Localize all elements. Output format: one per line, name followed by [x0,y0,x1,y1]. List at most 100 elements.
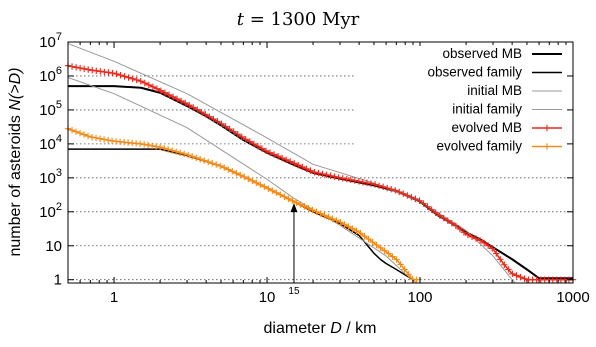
series-observed-mb [68,85,573,280]
series-marker-evolved-family-56 [289,197,296,204]
series-marker-evolved-family-34 [201,157,208,164]
series-marker-evolved-mb-113 [521,275,528,282]
series-marker-evolved-mb-3 [76,64,84,72]
y-tick-label-1: 10 [45,238,62,255]
series-marker-evolved-mb-42 [234,131,241,138]
series-marker-evolved-mb-104 [484,242,492,249]
series-marker-evolved-mb-94 [444,217,451,224]
series-marker-evolved-mb-15 [125,74,132,81]
series-marker-evolved-mb-6 [89,67,96,74]
series-marker-evolved-family-42 [233,170,240,177]
y-tick-exponent-5: 5 [56,99,62,111]
y-tick-exponent-3: 3 [56,167,62,179]
series-marker-evolved-mb-27 [173,95,181,103]
series-marker-evolved-mb-98 [460,229,468,236]
x-axis-label-var: D [330,320,342,337]
series-marker-evolved-mb-39 [222,123,229,130]
series-marker-evolved-family-53 [277,191,284,198]
x-tick-label-0: 1 [110,289,118,306]
series-marker-evolved-mb-112 [517,273,524,281]
legend-marker-evolved-mb [543,124,551,132]
series-marker-evolved-mb-108 [501,261,508,268]
series-marker-evolved-mb-63 [319,170,326,178]
series-marker-evolved-mb-44 [242,136,249,143]
series-marker-evolved-mb-34 [202,111,209,118]
series-marker-evolved-family-59 [301,203,308,210]
series-line-initial-family [67,77,417,284]
series-marker-evolved-family-45 [245,175,252,183]
series-marker-evolved-mb-60 [307,167,314,174]
series-marker-evolved-family-73 [357,230,364,237]
series-marker-evolved-mb-58 [299,163,306,171]
legend-label-observed-family: observed family [427,65,522,80]
series-marker-evolved-mb-72 [355,178,363,185]
y-axis-label-var: N(>D) [7,68,24,111]
series-marker-evolved-mb-1 [68,63,76,70]
series-marker-evolved-family-5 [84,132,92,140]
y-tick-label-7: 107 [39,31,62,51]
legend-label-initial-mb: initial MB [467,83,522,98]
x-tick-label-2: 100 [408,289,433,306]
series-marker-evolved-mb-52 [274,153,282,160]
x-tick-label-3: 1000 [556,289,589,306]
series-marker-evolved-family-36 [209,160,216,167]
series-marker-evolved-family-67 [333,217,340,224]
series-marker-evolved-mb-91 [432,209,439,217]
series-marker-evolved-mb-36 [210,115,217,123]
series-marker-evolved-mb-96 [452,222,460,229]
series-marker-evolved-mb-35 [206,113,213,120]
series-marker-evolved-mb-111 [513,272,520,279]
series-marker-evolved-mb-22 [153,85,161,92]
series-marker-evolved-mb-53 [278,154,286,162]
series-marker-evolved-mb-66 [331,173,338,180]
series-marker-evolved-mb-95 [448,219,455,227]
series-marker-evolved-mb-79 [383,184,391,192]
series-marker-evolved-family-9 [100,136,108,143]
series-marker-evolved-mb-74 [363,179,371,187]
series-marker-evolved-mb-71 [351,177,359,184]
series-marker-evolved-mb-33 [198,108,205,116]
series-marker-evolved-mb-17 [133,76,140,84]
series-marker-evolved-mb-24 [161,89,169,96]
legend-marker-evolved-family [543,143,551,150]
series-marker-evolved-mb-67 [335,174,342,181]
series-marker-evolved-mb-30 [186,101,193,109]
series-marker-evolved-mb-8 [97,68,104,75]
series-marker-evolved-mb-84 [404,192,411,199]
series-marker-evolved-mb-2 [72,64,80,71]
series-line-observed-mb [68,85,573,280]
series-marker-evolved-mb-62 [315,169,322,177]
series-marker-evolved-mb-90 [428,206,435,213]
series-marker-evolved-mb-80 [388,185,395,193]
series-marker-evolved-mb-68 [339,175,346,182]
series-marker-evolved-mb-38 [218,120,225,127]
series-marker-evolved-mb-107 [497,256,504,263]
legend-bg-5 [356,138,528,155]
series-marker-evolved-mb-20 [145,81,152,89]
series-evolved-mb [64,62,577,283]
y-axis-label: number of asteroids N(>D) [7,68,24,257]
series-marker-evolved-mb-110 [509,270,516,278]
series-marker-evolved-family-79 [381,247,388,254]
series-marker-evolved-family-65 [325,213,332,221]
series-marker-evolved-family-7 [92,134,100,142]
series-marker-evolved-mb-93 [440,214,447,222]
y-tick-label-2: 102 [39,201,62,221]
series-marker-evolved-mb-41 [230,128,237,135]
series-marker-evolved-family-46 [249,177,256,185]
series-marker-evolved-mb-64 [323,171,330,179]
y-tick-exponent-6: 6 [56,65,62,77]
series-marker-evolved-mb-78 [379,183,387,191]
series-marker-evolved-family-47 [253,179,260,187]
y-axis-label-pre: number of asteroids [7,111,24,257]
legend-item-observed-family: observed family [356,64,566,81]
series-marker-evolved-family-1 [68,126,76,134]
series-marker-evolved-family-11 [108,137,116,145]
legend-swatch-bg-2 [528,85,566,99]
series-marker-evolved-mb-100 [468,233,476,240]
series-marker-evolved-mb-43 [238,133,245,141]
legend-label-initial-family: initial family [452,102,522,117]
series-marker-evolved-family-28 [176,149,184,156]
series-marker-evolved-mb-75 [367,180,375,187]
series-marker-evolved-mb-47 [254,142,262,150]
